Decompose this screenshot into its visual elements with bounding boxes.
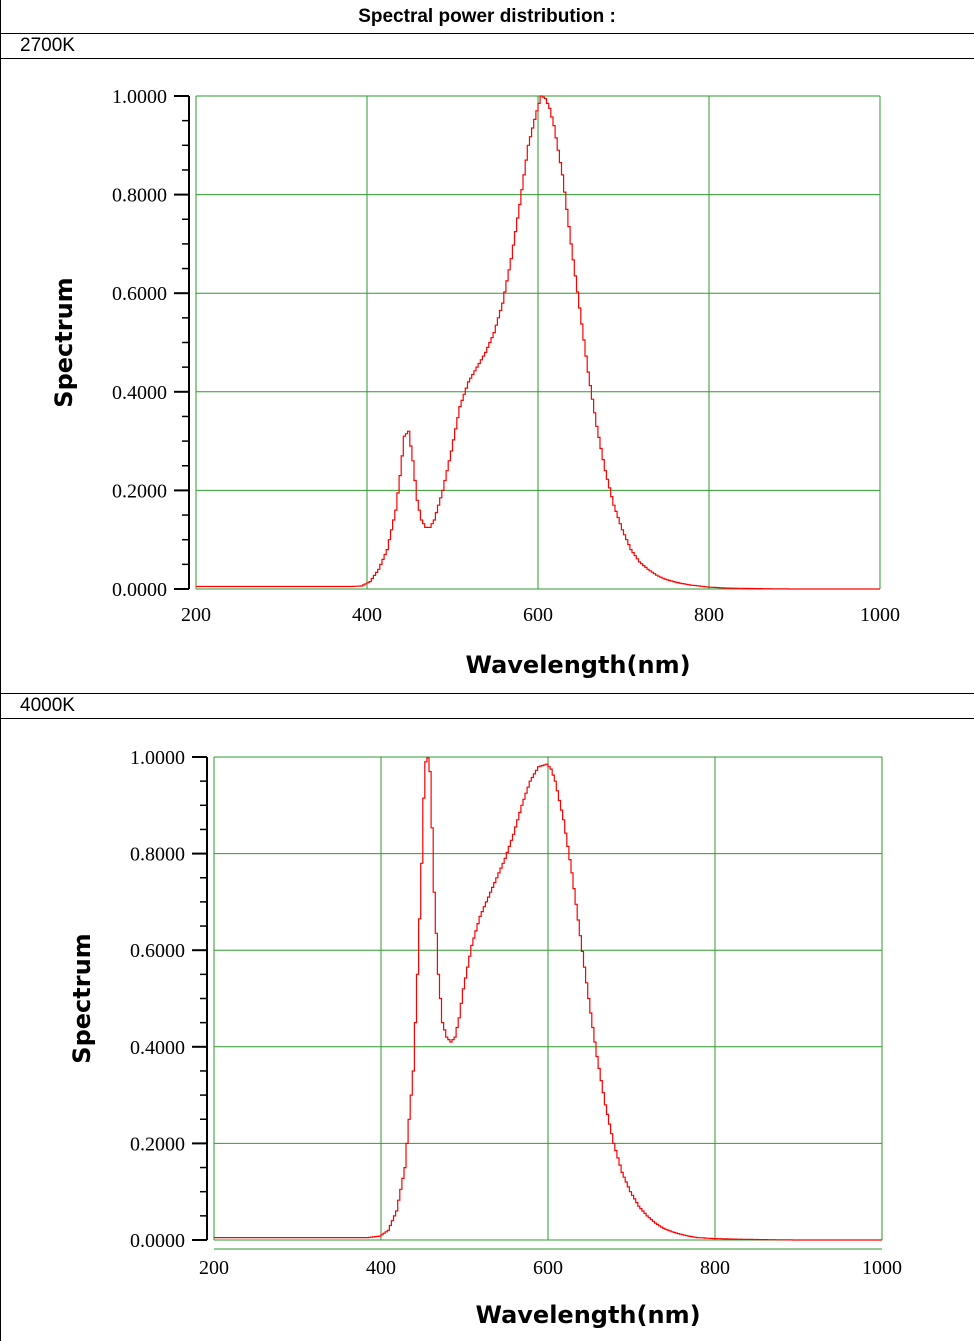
y-tick-label: 1.0000	[130, 747, 185, 769]
x-tick-label: 800	[694, 604, 724, 626]
row-label-2700k: 2700K	[20, 35, 75, 56]
y-tick-label: 0.2000	[130, 1133, 185, 1155]
spectrum-chart-4000k: 0.0000 0.2000 0.4000 0.6000 0.8000 1.0000 200 4…	[68, 747, 902, 1329]
spectrum-chart-2700k: 0.0000 0.2000 0.4000 0.6000 0.8000 1.0000 200 4…	[50, 86, 900, 679]
table-header: Spectral power distribution :	[358, 6, 616, 27]
y-tick-label: 0.8000	[112, 185, 167, 207]
y-tick-label: 1.0000	[112, 86, 167, 108]
row-label-4000k: 4000K	[20, 695, 75, 716]
x-tick-label: 800	[700, 1257, 730, 1279]
y-tick-label: 0.2000	[112, 480, 167, 502]
y-axis-title: Spectrum	[50, 277, 78, 407]
y-tick-label: 0.6000	[130, 940, 185, 962]
x-tick-label: 400	[352, 604, 382, 626]
spectrum-curve	[214, 757, 882, 1241]
y-tick-label: 0.8000	[130, 844, 185, 866]
x-axis-title: Wavelength(nm)	[465, 651, 690, 679]
y-tick-label: 0.0000	[130, 1230, 185, 1252]
x-tick-label: 600	[533, 1257, 563, 1279]
y-axis-title: Spectrum	[68, 933, 96, 1063]
y-tick-label: 0.0000	[112, 579, 167, 601]
x-tick-label: 1000	[860, 604, 900, 626]
x-tick-label: 200	[181, 604, 211, 626]
x-axis-title: Wavelength(nm)	[475, 1301, 700, 1329]
x-tick-label: 400	[366, 1257, 396, 1279]
x-tick-label: 1000	[862, 1257, 902, 1279]
spectrum-curve	[196, 95, 880, 590]
x-tick-label: 600	[523, 604, 553, 626]
y-tick-label: 0.4000	[130, 1037, 185, 1059]
x-tick-label: 200	[199, 1257, 229, 1279]
y-tick-label: 0.6000	[112, 283, 167, 305]
y-tick-label: 0.4000	[112, 382, 167, 404]
